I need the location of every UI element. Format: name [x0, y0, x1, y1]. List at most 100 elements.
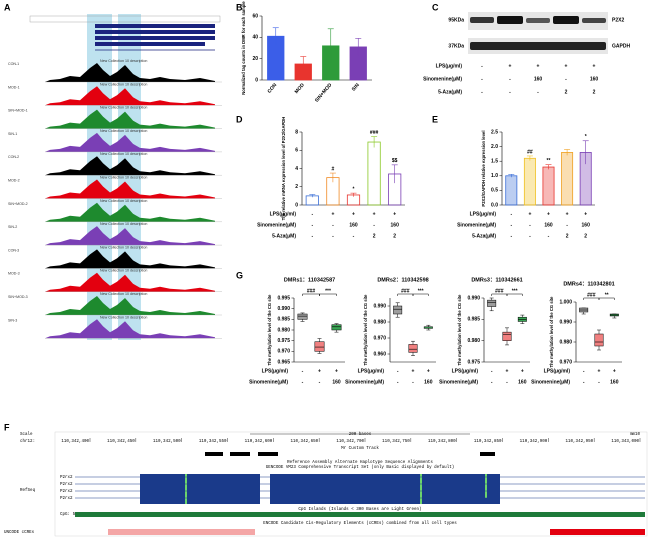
significance: *: [353, 186, 355, 192]
bar: [367, 141, 381, 206]
panel-label: G: [236, 270, 243, 280]
significance: $$: [392, 158, 398, 164]
track-name: MOD-3: [8, 272, 20, 276]
condition-value: -: [311, 233, 313, 239]
condition-label: Sinomenine(μM): [531, 379, 570, 385]
significance: ###: [587, 292, 596, 298]
significance: ***: [418, 288, 424, 294]
gene-model: [95, 36, 215, 40]
condition-label: LPS(μg/ml): [544, 368, 571, 374]
y-tick-label: 0.965: [277, 359, 290, 365]
y-tick-label: 0.960: [373, 351, 386, 357]
position-label: 110,342,650: [291, 440, 319, 444]
y-tick-label: 8: [295, 129, 298, 135]
condition-value: +: [331, 211, 334, 217]
y-axis-label: P2X2/GAPDH relative expression level: [481, 130, 486, 206]
ccre: [550, 529, 645, 535]
y-tick-label: 2: [295, 184, 298, 190]
bar: [523, 157, 536, 206]
condition-value: -: [481, 89, 483, 95]
y-tick-label: 0.990: [277, 306, 290, 312]
y-tick-label: 0.975: [467, 359, 480, 365]
box: [487, 299, 497, 307]
y-axis-label: The methylation level of the CG site: [267, 294, 272, 366]
condition-value: +: [521, 368, 524, 374]
condition-label: Sinomenine(μM): [345, 379, 384, 385]
track-name: CON-2: [8, 155, 19, 159]
condition-value: -: [565, 76, 567, 82]
band: [470, 42, 606, 50]
position-label: 110,342,800: [428, 440, 456, 444]
y-tick-label: 1.0: [491, 173, 498, 179]
condition-value: -: [332, 233, 334, 239]
panel-label: C: [432, 2, 439, 12]
x-tick-label: MOD: [294, 82, 306, 95]
track-title: Mr Custom Track: [341, 446, 379, 451]
condition-value: 160: [582, 222, 591, 228]
tracks: CON-1 New Collection 10 description MOD-1 N…: [8, 59, 222, 339]
feature: [480, 452, 495, 456]
marker: 95KDa: [448, 17, 464, 23]
bracket: [319, 293, 337, 296]
exon-edge: [185, 474, 187, 504]
band: [582, 18, 606, 23]
significance: ***: [325, 288, 331, 294]
significance: ###: [307, 288, 316, 294]
position-label: 110,342,450: [107, 440, 135, 444]
position-label: 110,342,750: [382, 440, 410, 444]
protein: GAPDH: [612, 43, 630, 49]
significance: #: [332, 166, 335, 172]
condition-value: +: [506, 368, 509, 374]
y-tick-label: 4: [295, 166, 298, 172]
panel-label: A: [4, 2, 11, 12]
condition-value: +: [565, 63, 568, 69]
genome-browser-f: Scale chr12: 200 bases mm10 Mr Custom Tr…: [4, 431, 648, 537]
condition-value: +: [427, 368, 430, 374]
significance: **: [547, 158, 551, 164]
track-name: MOD-2: [8, 178, 20, 182]
position-label: 110,343,000: [611, 440, 639, 444]
track-name: SIN-3: [8, 318, 17, 322]
condition-value: -: [332, 222, 334, 228]
condition-value: -: [548, 233, 550, 239]
y-tick-label: 0.990: [559, 319, 572, 325]
y-tick-label: 0.975: [277, 338, 290, 344]
y-tick-label: 0: [255, 77, 258, 83]
condition-value: +: [412, 368, 415, 374]
marker: 37KDa: [448, 43, 464, 49]
condition-value: 160: [610, 379, 619, 385]
chart-title: DMRs4：110342801: [563, 281, 614, 287]
x-tick-label: SIN: [351, 82, 361, 93]
feature: [230, 452, 250, 456]
condition-label: LPS(μg/ml): [358, 368, 385, 374]
significance: *: [585, 134, 587, 140]
bar: [505, 175, 518, 206]
transcript-name: P2rx2: [60, 483, 73, 487]
panel-label: D: [236, 114, 243, 124]
track-title: GENCODE VM23 Comprehensive Transcript Se…: [266, 465, 454, 470]
condition-value: -: [353, 233, 355, 239]
bar: [561, 152, 574, 206]
condition-value: -: [537, 89, 539, 95]
band: [497, 16, 523, 24]
condition-label: Sinomenine(μM): [249, 379, 288, 385]
exon-block: [270, 474, 500, 504]
y-axis-label: The methylation level of the CG site: [549, 296, 554, 368]
condition-label: 5-Aza(μM): [438, 89, 462, 95]
track-name: RefSeq: [20, 488, 36, 493]
track-note: New Collection 10 description: [100, 175, 147, 179]
position-label: 110,342,500: [153, 440, 181, 444]
box: [594, 333, 604, 347]
condition-value: +: [335, 368, 338, 374]
box: [408, 344, 418, 353]
condition-value: +: [352, 211, 355, 217]
span-label: 200 bases: [349, 432, 372, 437]
bracket: [598, 297, 615, 300]
condition-value: 2: [593, 89, 596, 95]
track-note: New Collection 10 description: [100, 245, 147, 249]
chart-title: DMRs3：110342661: [471, 277, 522, 283]
track-name: SIN-1: [8, 132, 17, 136]
condition-value: -: [509, 89, 511, 95]
condition-value: +: [509, 63, 512, 69]
